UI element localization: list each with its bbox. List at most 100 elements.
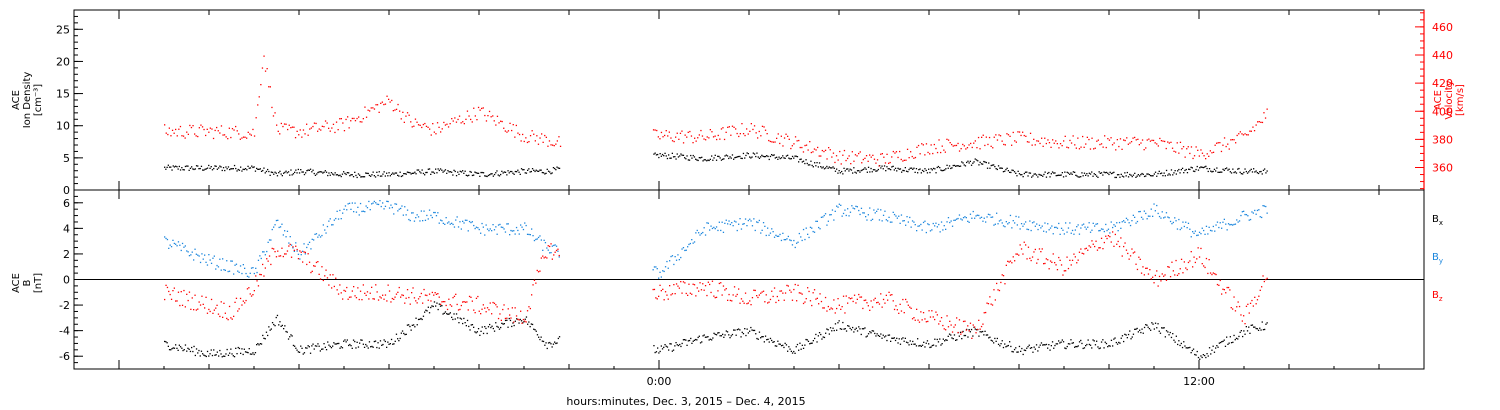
- data-point: [1257, 121, 1259, 123]
- data-point: [357, 287, 359, 289]
- data-point: [1241, 320, 1243, 322]
- data-point: [697, 159, 699, 162]
- data-point: [1116, 343, 1119, 345]
- data-point: [377, 299, 380, 301]
- data-point: [753, 329, 756, 332]
- data-point: [1029, 172, 1032, 174]
- data-point: [691, 157, 693, 159]
- data-point: [500, 319, 502, 321]
- data-point: [471, 300, 473, 302]
- data-point: [1139, 258, 1141, 260]
- data-point: [500, 120, 502, 122]
- data-point: [971, 337, 973, 339]
- data-point: [380, 297, 382, 299]
- data-point: [1017, 351, 1019, 353]
- data-point: [1092, 222, 1094, 224]
- data-point: [831, 209, 834, 211]
- data-point: [859, 171, 861, 173]
- data-point: [408, 296, 410, 299]
- data-point: [826, 224, 828, 226]
- data-point: [383, 208, 385, 210]
- data-point: [302, 171, 304, 173]
- data-point: [517, 318, 519, 320]
- data-point: [1179, 344, 1181, 347]
- data-point: [365, 116, 368, 118]
- data-point: [931, 344, 933, 347]
- data-point: [1013, 348, 1016, 351]
- data-point: [997, 223, 999, 225]
- data-point: [249, 133, 251, 135]
- data-point: [983, 217, 985, 219]
- data-point: [901, 338, 903, 340]
- data-point: [916, 146, 918, 148]
- data-point: [1238, 133, 1240, 135]
- data-point: [424, 174, 426, 176]
- data-point: [1194, 170, 1196, 173]
- data-point: [1197, 234, 1199, 236]
- data-point: [956, 339, 958, 341]
- data-point: [1066, 231, 1068, 233]
- data-point: [248, 276, 250, 278]
- data-point: [881, 165, 883, 167]
- tick-label: 420: [1432, 77, 1453, 90]
- data-point: [832, 327, 834, 329]
- data-point: [997, 289, 999, 291]
- data-point: [215, 165, 217, 167]
- data-point: [791, 299, 794, 301]
- data-point: [1200, 247, 1202, 250]
- data-point: [1218, 226, 1220, 229]
- data-point: [255, 267, 257, 269]
- data-point: [286, 331, 288, 333]
- data-point: [936, 166, 938, 169]
- data-point: [379, 340, 382, 342]
- data-point: [894, 339, 897, 342]
- data-point: [462, 301, 464, 303]
- data-point: [533, 133, 535, 135]
- data-point: [908, 168, 910, 171]
- data-point: [1072, 171, 1074, 173]
- data-point: [1113, 224, 1115, 226]
- data-point: [468, 115, 470, 117]
- data-point: [832, 152, 835, 154]
- data-point: [389, 343, 391, 345]
- data-point: [1074, 144, 1076, 146]
- data-point: [681, 154, 683, 156]
- data-point: [558, 256, 560, 258]
- data-point: [270, 328, 272, 330]
- data-point: [1021, 347, 1023, 350]
- data-point: [253, 272, 255, 275]
- data-point: [409, 172, 411, 174]
- data-point: [1058, 222, 1060, 225]
- data-point: [1262, 169, 1265, 171]
- data-point: [1102, 146, 1104, 148]
- data-point: [746, 303, 748, 305]
- data-point: [873, 299, 875, 301]
- data-point: [905, 170, 908, 172]
- data-point: [321, 266, 323, 268]
- data-point: [332, 274, 334, 276]
- data-point: [303, 352, 306, 354]
- data-point: [799, 146, 801, 149]
- data-point: [245, 272, 247, 275]
- data-point: [485, 120, 488, 122]
- data-point: [1048, 142, 1051, 144]
- data-point: [219, 258, 221, 260]
- data-point: [830, 214, 832, 216]
- data-point: [327, 341, 329, 343]
- data-point: [1120, 237, 1122, 239]
- data-point: [836, 205, 838, 207]
- data-point: [721, 221, 723, 223]
- data-point: [1195, 168, 1197, 171]
- data-point: [542, 141, 544, 143]
- data-point: [521, 226, 523, 228]
- data-point: [907, 171, 909, 173]
- data-point: [1020, 223, 1023, 225]
- data-point: [717, 134, 719, 137]
- bx-series: [164, 301, 1268, 360]
- data-point: [767, 227, 769, 229]
- data-point: [1194, 353, 1196, 356]
- data-point: [848, 325, 850, 327]
- data-point: [422, 315, 425, 317]
- data-point: [1192, 266, 1194, 268]
- data-point: [216, 264, 218, 267]
